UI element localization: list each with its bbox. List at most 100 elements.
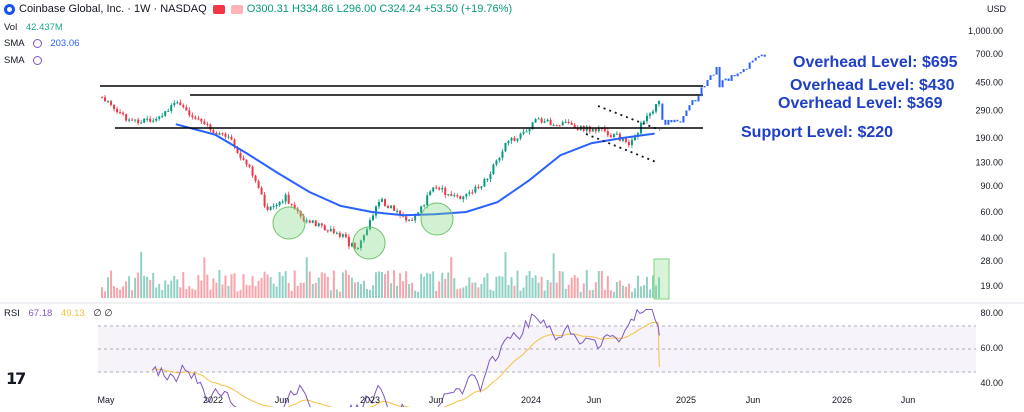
- candle-body: [495, 160, 498, 165]
- candle-body: [140, 122, 143, 124]
- volume-bar: [495, 276, 498, 298]
- projection-candle: [724, 78, 727, 81]
- sma2-legend[interactable]: SMA: [4, 55, 42, 66]
- volume-bar: [507, 284, 510, 298]
- volume-bar: [468, 277, 471, 298]
- candle-body: [107, 101, 110, 103]
- candle-body: [344, 234, 347, 238]
- volume-bar: [155, 287, 158, 298]
- currency-label[interactable]: USD: [986, 4, 1006, 14]
- time-tick-label: Jun: [746, 395, 761, 405]
- candle-body: [534, 119, 537, 123]
- volume-bar: [408, 284, 411, 298]
- projection-candle: [742, 69, 745, 73]
- candle-body: [335, 232, 338, 234]
- volume-bar: [546, 279, 549, 298]
- volume-bar: [344, 270, 347, 298]
- candle-body: [423, 205, 426, 207]
- volume-bar: [423, 276, 426, 298]
- candle-body: [483, 179, 486, 187]
- volume-bar: [591, 289, 594, 298]
- candle-body: [573, 124, 576, 129]
- candle-body: [588, 126, 591, 132]
- volume-bar: [281, 275, 284, 298]
- candle-body: [567, 122, 570, 124]
- candle-body: [257, 181, 260, 188]
- volume-bar: [465, 285, 468, 298]
- projection-candle: [715, 67, 718, 75]
- candle-body: [468, 192, 471, 194]
- time-tick-label: Jun: [429, 395, 444, 405]
- volume-bar: [101, 287, 103, 298]
- candle-body: [411, 219, 414, 221]
- volume-bar: [116, 287, 119, 298]
- volume-bar: [462, 287, 465, 298]
- volume-bar: [119, 289, 122, 298]
- candle-body: [612, 133, 615, 138]
- volume-legend[interactable]: Vol 42.437M: [4, 22, 63, 33]
- candle-body: [618, 133, 621, 141]
- volume-bar: [302, 282, 305, 298]
- projection-candle: [670, 119, 673, 123]
- symbol-title[interactable]: Coinbase Global, Inc. · 1W · NASDAQ: [19, 3, 207, 15]
- candle-body: [164, 111, 167, 116]
- volume-bar: [323, 273, 326, 298]
- candle-body: [507, 140, 510, 143]
- volume-value: 42.437M: [25, 22, 63, 33]
- volume-bar: [167, 284, 170, 298]
- candle-body: [317, 223, 320, 227]
- candle-body: [456, 195, 459, 197]
- volume-bar: [356, 281, 359, 298]
- volume-bar: [387, 270, 390, 298]
- volume-bar: [658, 277, 661, 298]
- volume-bar: [513, 285, 516, 298]
- volume-bar: [429, 273, 432, 298]
- approx-badge-icon[interactable]: [230, 4, 243, 14]
- volume-bar: [618, 280, 621, 298]
- volume-bar: [642, 285, 645, 298]
- volume-bar: [555, 282, 558, 298]
- tradingview-logo-icon[interactable]: 17: [6, 369, 26, 388]
- volume-bar: [504, 252, 507, 298]
- time-tick-label: 2022: [203, 395, 223, 405]
- volume-bar: [459, 288, 462, 298]
- candle-body: [161, 115, 164, 117]
- candle-body: [347, 237, 350, 247]
- volume-bar: [396, 285, 399, 298]
- volume-bar: [245, 284, 248, 298]
- candle-body: [492, 164, 495, 175]
- volume-bar: [332, 270, 335, 298]
- time-tick-label: Jun: [901, 395, 916, 405]
- sma2-label: SMA: [4, 55, 25, 66]
- volume-bar: [603, 289, 606, 298]
- projection-candle: [676, 119, 679, 122]
- volume-bar: [576, 277, 579, 298]
- settings-icon[interactable]: [32, 39, 42, 48]
- volume-bar: [320, 272, 323, 298]
- candle-body: [236, 146, 239, 154]
- flag-badge-icon[interactable]: [212, 4, 225, 14]
- candle-body: [504, 142, 507, 152]
- candle-body: [224, 133, 227, 137]
- candle-body: [627, 141, 630, 146]
- candle-body: [299, 211, 302, 217]
- rsi-legend[interactable]: RSI 67.18 49.13 ∅ ∅: [4, 308, 113, 319]
- candle-body: [486, 179, 489, 181]
- volume-bar: [645, 276, 648, 298]
- candle-body: [522, 131, 525, 134]
- volume-bar: [594, 282, 597, 298]
- candle-body: [305, 220, 308, 222]
- candle-body: [185, 107, 188, 111]
- candle-body: [381, 199, 384, 202]
- volume-bar: [531, 277, 534, 298]
- settings-icon[interactable]: [32, 56, 42, 65]
- sma1-legend[interactable]: SMA 203.06: [4, 38, 79, 49]
- candle-body: [128, 119, 131, 121]
- candle-body: [179, 102, 182, 106]
- candle-body: [438, 187, 441, 190]
- volume-bar: [362, 280, 365, 298]
- candle-body: [230, 136, 233, 140]
- candle-body: [323, 225, 326, 231]
